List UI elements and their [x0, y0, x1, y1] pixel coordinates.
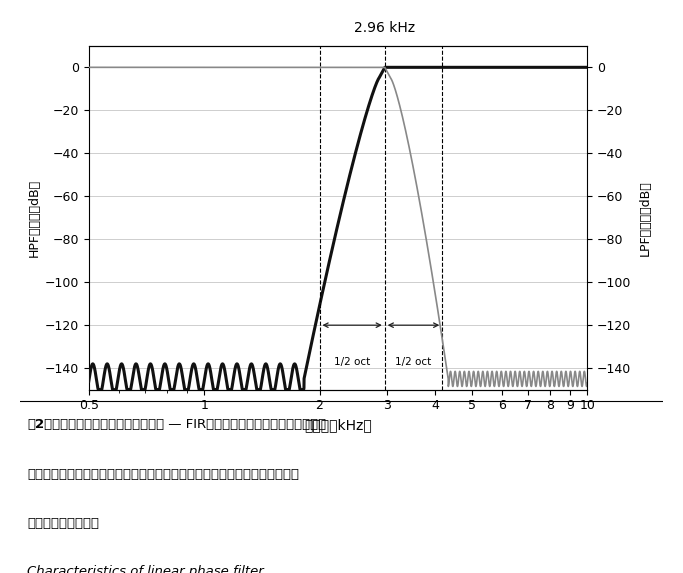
Text: フィルタは，クロスオーバポイントの位相ずれが発生せず，急しゅんな遮断: フィルタは，クロスオーバポイントの位相ずれが発生せず，急しゅんな遮断	[27, 468, 299, 481]
Text: 1/2 oct: 1/2 oct	[395, 357, 432, 367]
Y-axis label: LPF減衰率（dB）: LPF減衰率（dB）	[639, 180, 652, 256]
Text: 図2．リニアフェーズフィルタの特性: 図2．リニアフェーズフィルタの特性	[27, 418, 165, 431]
Text: 1/2 oct: 1/2 oct	[334, 357, 370, 367]
Text: 2.96 kHz: 2.96 kHz	[354, 21, 415, 35]
Y-axis label: HPF減衰率（dB）: HPF減衰率（dB）	[27, 179, 40, 257]
Text: — FIRフィルタを用いたリニアフェーズ: — FIRフィルタを用いたリニアフェーズ	[165, 418, 326, 431]
X-axis label: 周波数（kHz）: 周波数（kHz）	[304, 418, 372, 432]
Text: Characteristics of linear phase filter: Characteristics of linear phase filter	[27, 565, 264, 573]
Text: 特性を備えている。: 特性を備えている。	[27, 517, 99, 530]
